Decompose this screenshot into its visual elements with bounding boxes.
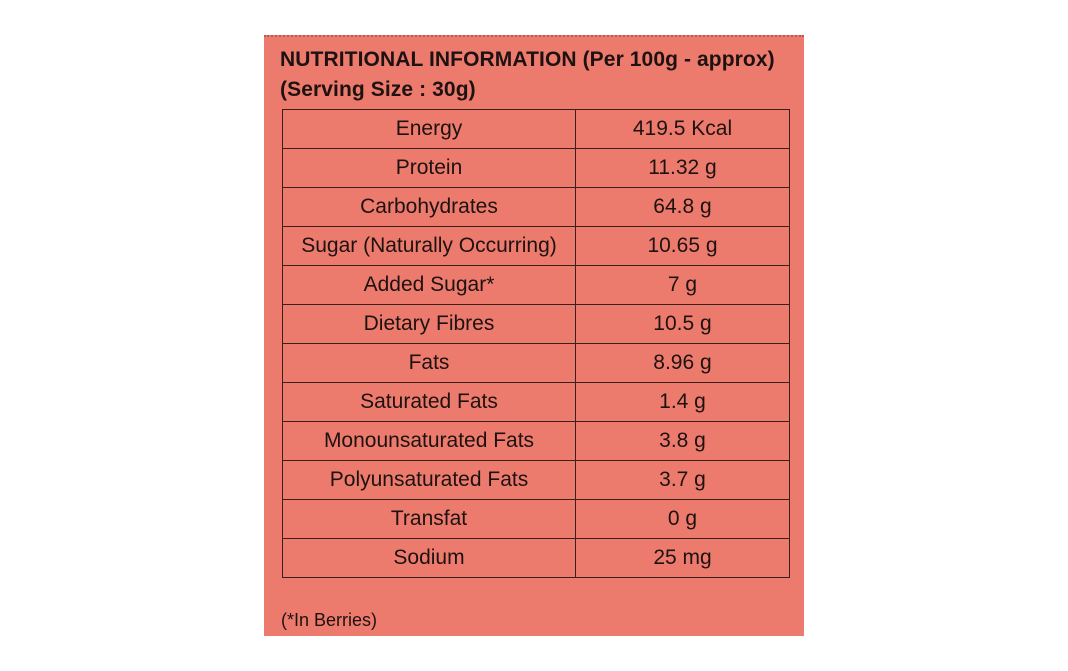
nutrient-name: Carbohydrates	[282, 187, 576, 227]
table-row: Polyunsaturated Fats 3.7 g	[282, 460, 790, 500]
table-row: Transfat 0 g	[282, 499, 790, 539]
nutrient-value: 8.96 g	[575, 343, 790, 383]
nutrient-value: 25 mg	[575, 538, 790, 578]
table-row: Added Sugar* 7 g	[282, 265, 790, 305]
nutrient-value: 3.7 g	[575, 460, 790, 500]
nutrient-value: 10.5 g	[575, 304, 790, 344]
nutrition-panel: NUTRITIONAL INFORMATION (Per 100g - appr…	[264, 35, 804, 636]
nutrient-value: 1.4 g	[575, 382, 790, 422]
nutrient-value: 0 g	[575, 499, 790, 539]
nutrient-value: 11.32 g	[575, 148, 790, 188]
nutrient-name: Saturated Fats	[282, 382, 576, 422]
nutrient-value: 419.5 Kcal	[575, 109, 790, 149]
nutrient-value: 3.8 g	[575, 421, 790, 461]
nutrient-name: Transfat	[282, 499, 576, 539]
table-row: Protein 11.32 g	[282, 148, 790, 188]
table-row: Sugar (Naturally Occurring) 10.65 g	[282, 226, 790, 266]
nutrition-heading: NUTRITIONAL INFORMATION (Per 100g - appr…	[280, 45, 775, 105]
nutrient-name: Dietary Fibres	[282, 304, 576, 344]
heading-title: NUTRITIONAL INFORMATION (Per 100g - appr…	[280, 48, 775, 71]
nutrient-name: Polyunsaturated Fats	[282, 460, 576, 500]
nutrient-name: Energy	[282, 109, 576, 149]
table-row: Fats 8.96 g	[282, 343, 790, 383]
nutrient-name: Added Sugar*	[282, 265, 576, 305]
serving-size: (Serving Size : 30g)	[280, 78, 476, 101]
nutrient-name: Sodium	[282, 538, 576, 578]
nutrient-name: Fats	[282, 343, 576, 383]
table-row: Energy 419.5 Kcal	[282, 109, 790, 149]
nutrient-name: Sugar (Naturally Occurring)	[282, 226, 576, 266]
nutrient-name: Monounsaturated Fats	[282, 421, 576, 461]
table-row: Monounsaturated Fats 3.8 g	[282, 421, 790, 461]
nutrient-name: Protein	[282, 148, 576, 188]
table-row: Carbohydrates 64.8 g	[282, 187, 790, 227]
nutrient-value: 10.65 g	[575, 226, 790, 266]
footnote: (*In Berries)	[281, 610, 378, 630]
table-row: Sodium 25 mg	[282, 538, 790, 578]
nutrient-value: 64.8 g	[575, 187, 790, 227]
nutrition-table: Energy 419.5 Kcal Protein 11.32 g Carboh…	[282, 109, 790, 578]
table-row: Saturated Fats 1.4 g	[282, 382, 790, 422]
nutrient-value: 7 g	[575, 265, 790, 305]
table-row: Dietary Fibres 10.5 g	[282, 304, 790, 344]
